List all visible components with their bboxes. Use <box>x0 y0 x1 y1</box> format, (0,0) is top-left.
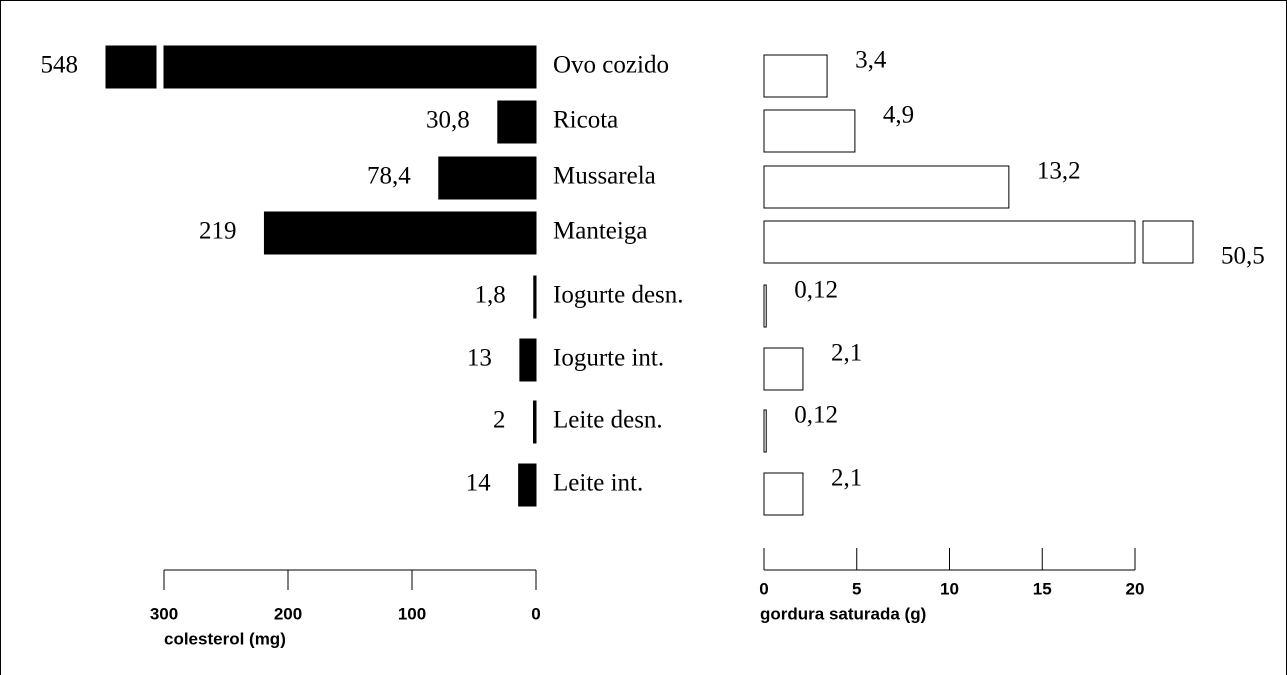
bar <box>533 400 537 444</box>
bar <box>763 472 804 516</box>
value-label: 2,1 <box>831 465 862 492</box>
bar-break-segment <box>1142 220 1194 264</box>
value-label: 13,2 <box>1037 158 1081 185</box>
x-axis-title: gordura saturada (g) <box>760 604 926 623</box>
bar <box>263 211 537 255</box>
bar <box>763 409 767 453</box>
value-label: 3,4 <box>855 47 887 74</box>
x-tick-label: 15 <box>1033 579 1052 598</box>
value-label: 4,9 <box>883 102 914 129</box>
value-label: 1,8 <box>475 282 506 309</box>
value-label: 548 <box>41 52 79 79</box>
value-label: 13 <box>467 345 492 372</box>
value-label: 14 <box>466 470 492 497</box>
x-tick-label: 0 <box>531 604 540 623</box>
x-tick-label: 0 <box>759 579 768 598</box>
bar <box>763 284 767 328</box>
x-tick-label: 20 <box>1126 579 1145 598</box>
value-label: 50,5 <box>1221 243 1265 270</box>
category-label: Iogurte desn. <box>553 282 684 309</box>
x-tick-label: 5 <box>852 579 861 598</box>
bar <box>438 156 537 200</box>
category-label: Mussarela <box>553 163 656 190</box>
value-label: 30,8 <box>426 107 470 134</box>
category-label: Leite int. <box>553 470 643 497</box>
bar <box>763 54 828 98</box>
value-label: 78,4 <box>367 163 411 190</box>
bar <box>763 109 856 153</box>
x-tick-label: 300 <box>150 604 178 623</box>
bar <box>518 463 537 507</box>
value-label: 219 <box>199 218 237 245</box>
value-label: 2,1 <box>831 340 862 367</box>
value-label: 0,12 <box>794 277 838 304</box>
category-label: Ricota <box>553 107 618 134</box>
bar <box>763 347 804 391</box>
bar <box>763 220 1136 264</box>
bar <box>497 100 537 144</box>
bar <box>163 45 537 89</box>
x-tick-label: 10 <box>940 579 959 598</box>
x-tick-label: 100 <box>398 604 426 623</box>
x-axis-title: colesterol (mg) <box>164 629 286 648</box>
bar-break-segment <box>105 45 157 89</box>
bar <box>533 275 537 319</box>
bar <box>763 165 1010 209</box>
bar <box>519 338 537 382</box>
category-label: Leite desn. <box>553 407 663 434</box>
x-tick-label: 200 <box>274 604 302 623</box>
category-label: Manteiga <box>553 218 647 245</box>
value-label: 2 <box>493 407 506 434</box>
category-label: Ovo cozido <box>553 52 669 79</box>
value-label: 0,12 <box>794 402 838 429</box>
category-label: Iogurte int. <box>553 345 664 372</box>
